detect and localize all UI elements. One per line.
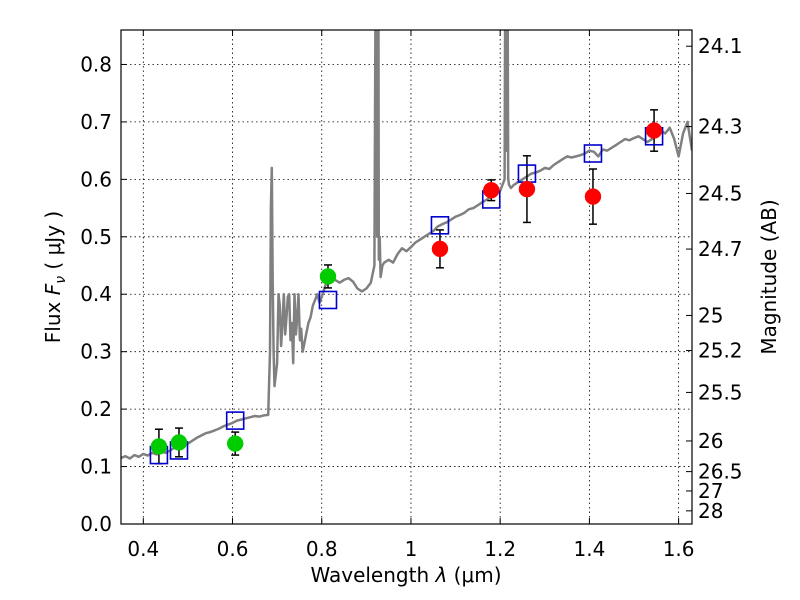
y-axis: 0.0 0.1 0.2 0.3 0.4 0.5 0.6 0.7 0.8 — [80, 52, 127, 536]
magnitude-axis-label: Magnitude (AB) — [757, 199, 781, 354]
magnitude-tick-label: 24.1 — [698, 34, 743, 58]
magnitude-tick-label: 24.7 — [698, 237, 743, 261]
y-tick-label: 0.7 — [80, 110, 112, 134]
y-tick-label: 0.0 — [80, 512, 112, 536]
x-tick-label: 1.4 — [573, 537, 605, 561]
red-point — [518, 180, 536, 198]
x-axis-label: Wavelength λ (μm) — [310, 563, 501, 587]
x-tick-label: 1.6 — [663, 537, 695, 561]
y-tick-label: 0.1 — [80, 455, 112, 479]
magnitude-tick-label: 28 — [698, 499, 723, 523]
x-tick-label: 1 — [405, 537, 418, 561]
magnitude-tick-label: 25 — [698, 303, 723, 327]
y-tick-label: 0.3 — [80, 340, 112, 364]
blue-square-marker — [583, 144, 603, 163]
magnitude-tick-label: 24.5 — [698, 181, 743, 205]
plot-area — [121, 30, 692, 524]
green-point — [319, 268, 337, 285]
x-tick-label: 0.6 — [217, 537, 249, 561]
x-tick-label: 0.8 — [306, 537, 338, 561]
y-tick-label: 0.8 — [80, 52, 112, 76]
y-tick-label: 0.4 — [80, 282, 112, 306]
y-tick-label: 0.6 — [80, 167, 112, 191]
magnitude-tick-label: 25.2 — [698, 339, 743, 363]
green-point — [150, 438, 168, 455]
y-axis-label: Flux Fν ( μJy ) — [41, 211, 69, 343]
red-point — [584, 188, 602, 205]
red-point — [483, 182, 500, 199]
magnitude-tick-label: 27 — [698, 479, 723, 503]
y-tick-label: 0.5 — [80, 225, 112, 249]
plot-frame — [120, 29, 693, 525]
magnitude-tick-label: 25.5 — [698, 380, 743, 404]
blue-square-marker — [225, 411, 245, 430]
blue-square-marker — [430, 216, 450, 235]
x-axis: 0.4 0.6 0.8 1 1.2 1.4 1.6 — [127, 30, 695, 561]
red-point — [645, 122, 663, 139]
green-point — [226, 435, 244, 452]
red-point — [431, 240, 449, 258]
x-tick-label: 1.2 — [484, 537, 516, 561]
blue-square-marker — [318, 290, 338, 310]
model-spectrum-layer — [121, 30, 692, 460]
x-tick-label: 0.4 — [127, 537, 159, 561]
magnitude-tick-label: 26.5 — [698, 460, 743, 484]
magnitude-tick-label: 26 — [698, 429, 723, 453]
magnitude-tick-label: 24.3 — [698, 115, 743, 139]
model-spectrum-line — [121, 30, 692, 460]
data-markers — [149, 109, 664, 465]
y-tick-label: 0.2 — [80, 397, 112, 421]
green-point — [170, 434, 188, 451]
